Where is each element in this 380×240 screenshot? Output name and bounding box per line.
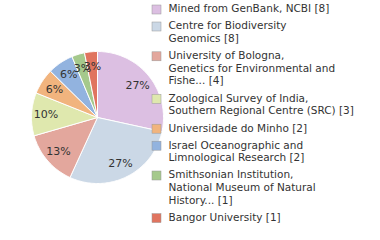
svg-text:6%: 6% xyxy=(59,68,78,82)
svg-text:13%: 13% xyxy=(46,145,70,158)
svg-text:Zoological Survey of India,Sou: Zoological Survey of India,Southern Regi… xyxy=(169,92,354,117)
svg-text:Universidade do Minho [2]: Universidade do Minho [2] xyxy=(169,122,308,134)
svg-text:6%: 6% xyxy=(46,83,63,96)
svg-text:27%: 27% xyxy=(108,157,132,170)
svg-text:3%: 3% xyxy=(73,61,92,75)
svg-text:3%: 3% xyxy=(84,60,101,73)
svg-text:Mined from GenBank, NCBI [8]: Mined from GenBank, NCBI [8] xyxy=(169,2,330,14)
svg-text:Smithsonian Institution,Nation: Smithsonian Institution,National Museum … xyxy=(169,168,316,205)
svg-text:University of Bologna,Genetics: University of Bologna,Genetics for Envir… xyxy=(169,49,336,86)
svg-text:Centre for BiodiversityGenomic: Centre for BiodiversityGenomics [8] xyxy=(169,19,287,44)
svg-text:Israel Oceanographic andLimnol: Israel Oceanographic andLimnological Res… xyxy=(169,139,305,164)
svg-text:10%: 10% xyxy=(34,108,58,121)
svg-text:Bangor University [1]: Bangor University [1] xyxy=(169,211,281,223)
svg-text:27%: 27% xyxy=(125,79,149,92)
